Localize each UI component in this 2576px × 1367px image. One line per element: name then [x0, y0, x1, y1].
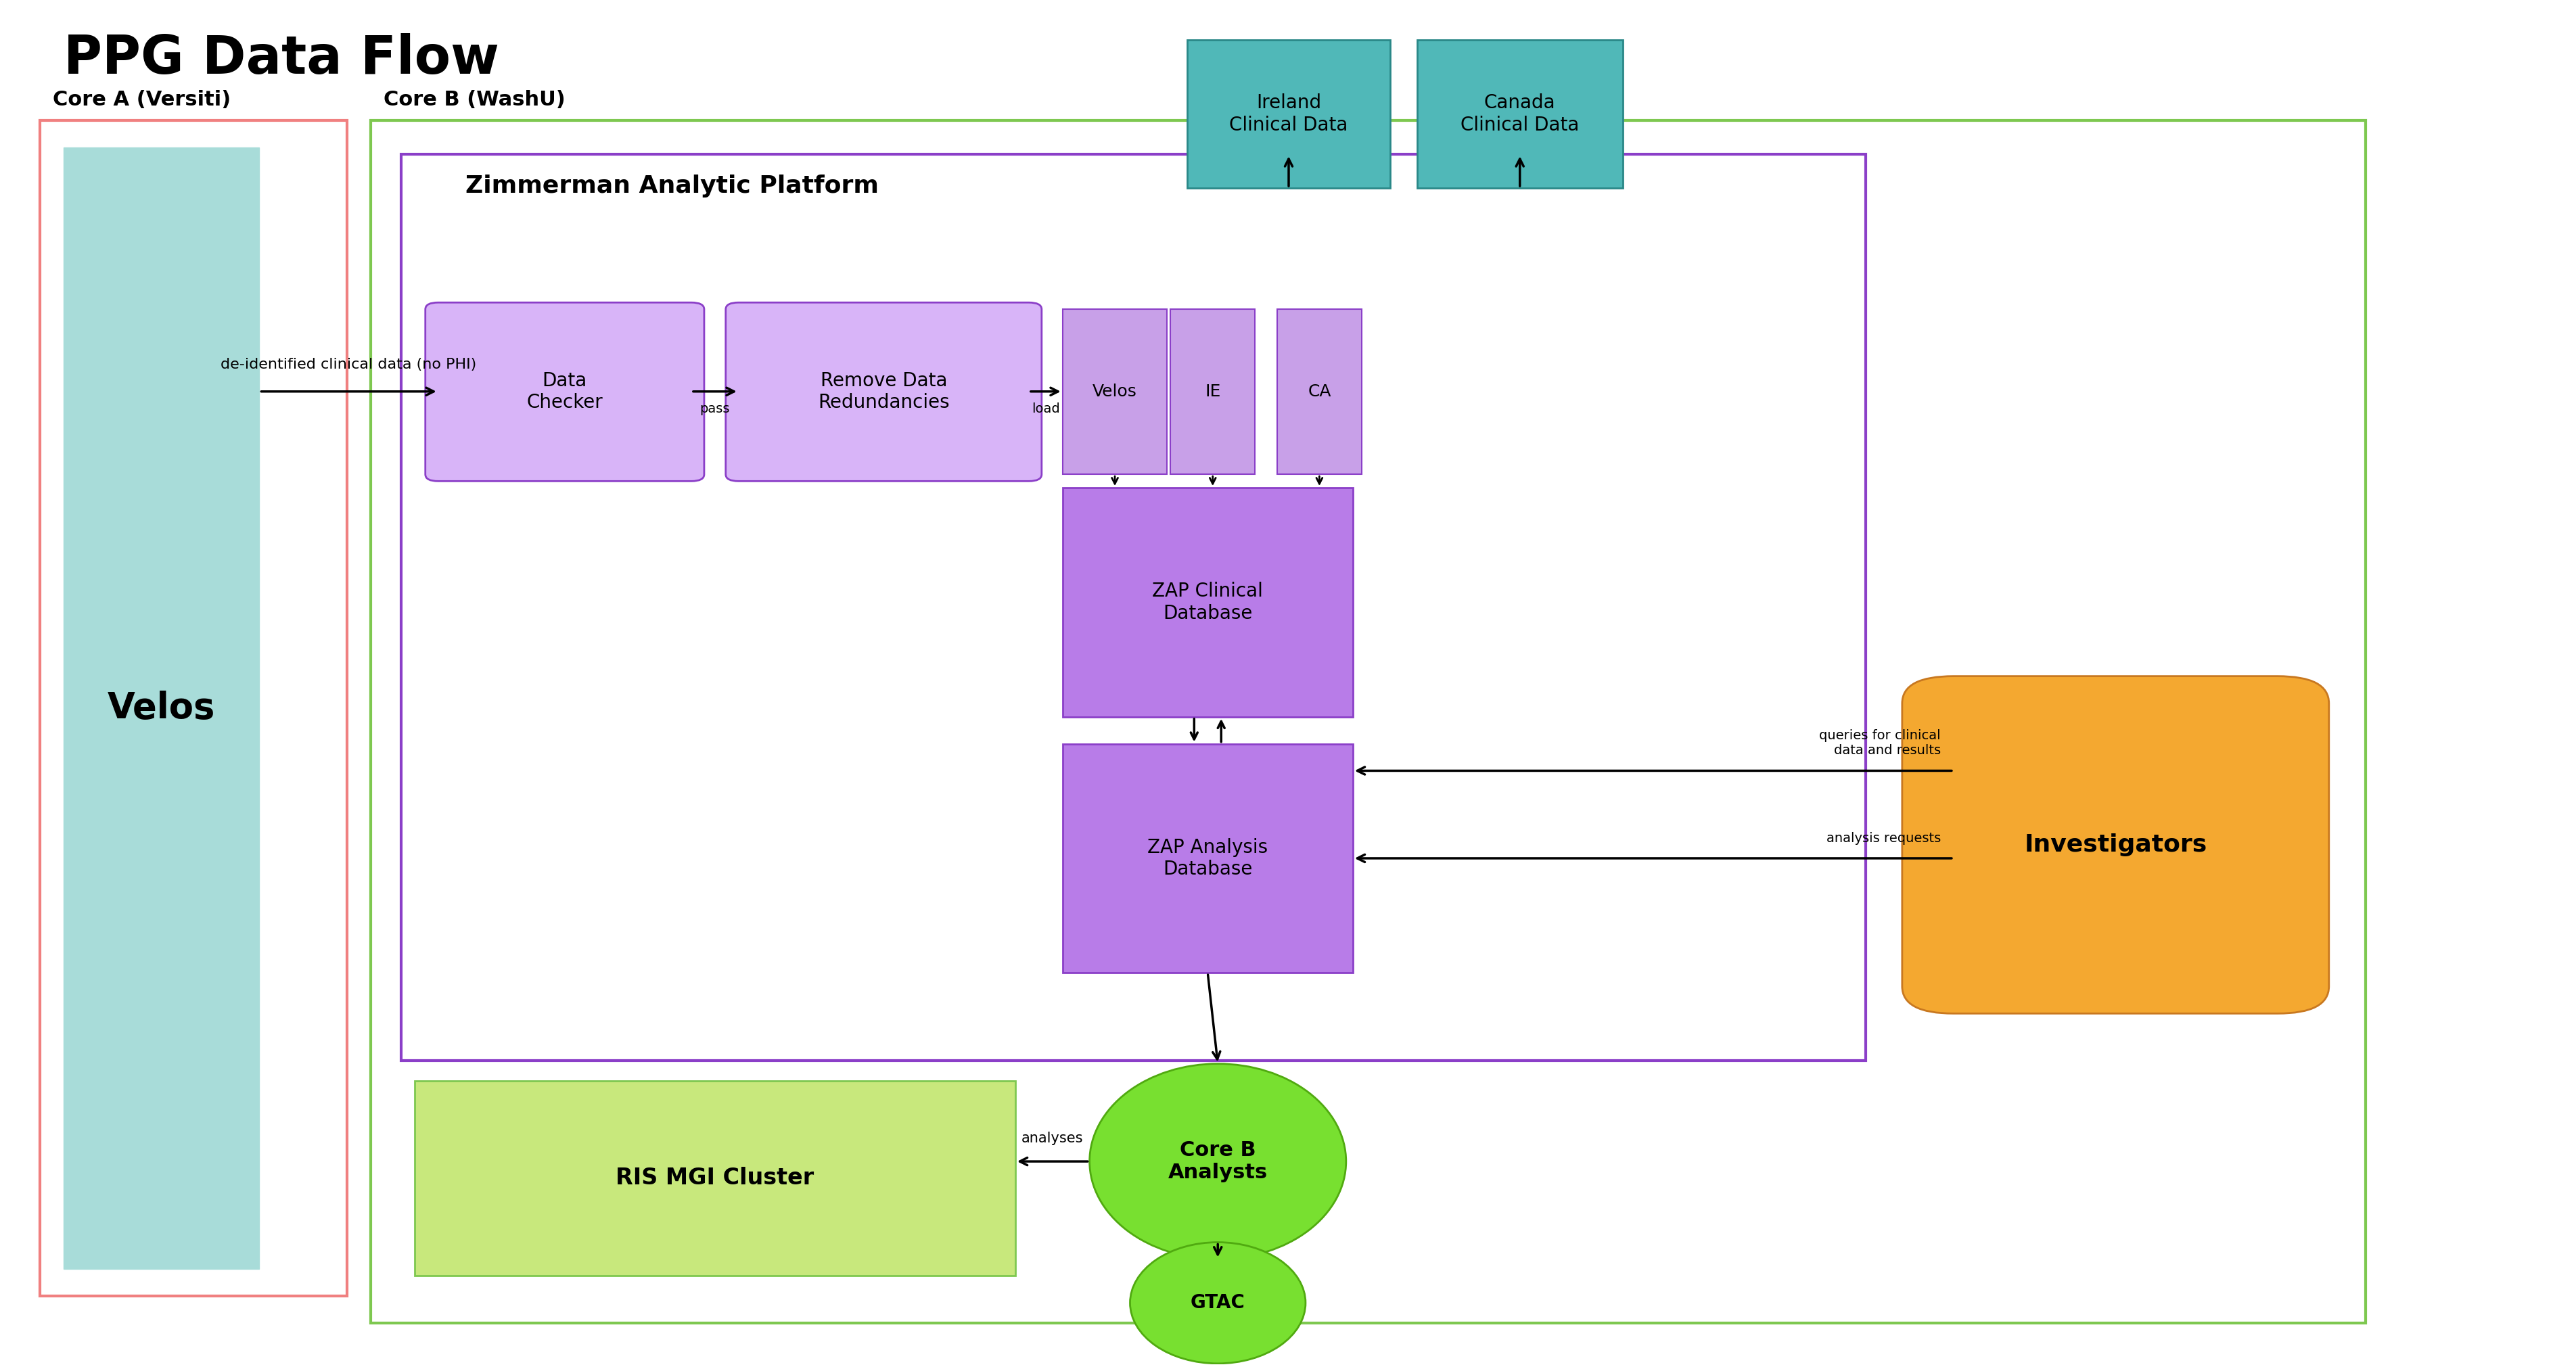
- Text: Data
Checker: Data Checker: [526, 372, 603, 413]
- FancyBboxPatch shape: [726, 302, 1041, 481]
- Text: Core B
Analysts: Core B Analysts: [1167, 1140, 1267, 1182]
- Text: queries for clinical
data and results: queries for clinical data and results: [1819, 730, 1940, 757]
- Bar: [1188, 40, 1391, 189]
- Text: GTAC: GTAC: [1190, 1293, 1244, 1312]
- Bar: [415, 1080, 1015, 1275]
- Ellipse shape: [1131, 1243, 1306, 1363]
- Bar: [1170, 309, 1255, 474]
- Bar: [1061, 488, 1352, 716]
- Bar: [1061, 309, 1167, 474]
- Bar: [1278, 309, 1363, 474]
- Text: pass: pass: [701, 402, 729, 416]
- Text: IE: IE: [1206, 384, 1221, 401]
- Text: analyses: analyses: [1023, 1132, 1084, 1146]
- Text: de-identified clinical data (no PHI): de-identified clinical data (no PHI): [222, 358, 477, 370]
- Text: Core B (WashU): Core B (WashU): [384, 90, 564, 109]
- Text: RIS MGI Cluster: RIS MGI Cluster: [616, 1167, 814, 1189]
- Bar: [1061, 744, 1352, 973]
- Bar: [64, 148, 260, 1269]
- Text: Zimmerman Analytic Platform: Zimmerman Analytic Platform: [466, 175, 878, 198]
- Text: Canada
Clinical Data: Canada Clinical Data: [1461, 93, 1579, 134]
- FancyBboxPatch shape: [425, 302, 703, 481]
- Text: ZAP Analysis
Database: ZAP Analysis Database: [1146, 838, 1267, 879]
- Text: Core A (Versiti): Core A (Versiti): [52, 90, 232, 109]
- Text: Remove Data
Redundancies: Remove Data Redundancies: [817, 372, 951, 413]
- Bar: [402, 154, 1865, 1061]
- Text: analysis requests: analysis requests: [1826, 833, 1940, 845]
- FancyBboxPatch shape: [1901, 677, 2329, 1013]
- Text: ZAP Clinical
Database: ZAP Clinical Database: [1151, 582, 1262, 623]
- Text: PPG Data Flow: PPG Data Flow: [64, 33, 500, 85]
- Bar: [41, 120, 348, 1296]
- Text: load: load: [1030, 402, 1059, 416]
- Ellipse shape: [1090, 1064, 1347, 1259]
- Bar: [1417, 40, 1623, 189]
- Text: CA: CA: [1309, 384, 1332, 401]
- Text: Velos: Velos: [108, 690, 216, 726]
- Text: Investigators: Investigators: [2025, 834, 2208, 856]
- Bar: [371, 120, 2365, 1323]
- Text: Velos: Velos: [1092, 384, 1136, 401]
- Text: Ireland
Clinical Data: Ireland Clinical Data: [1229, 93, 1347, 134]
